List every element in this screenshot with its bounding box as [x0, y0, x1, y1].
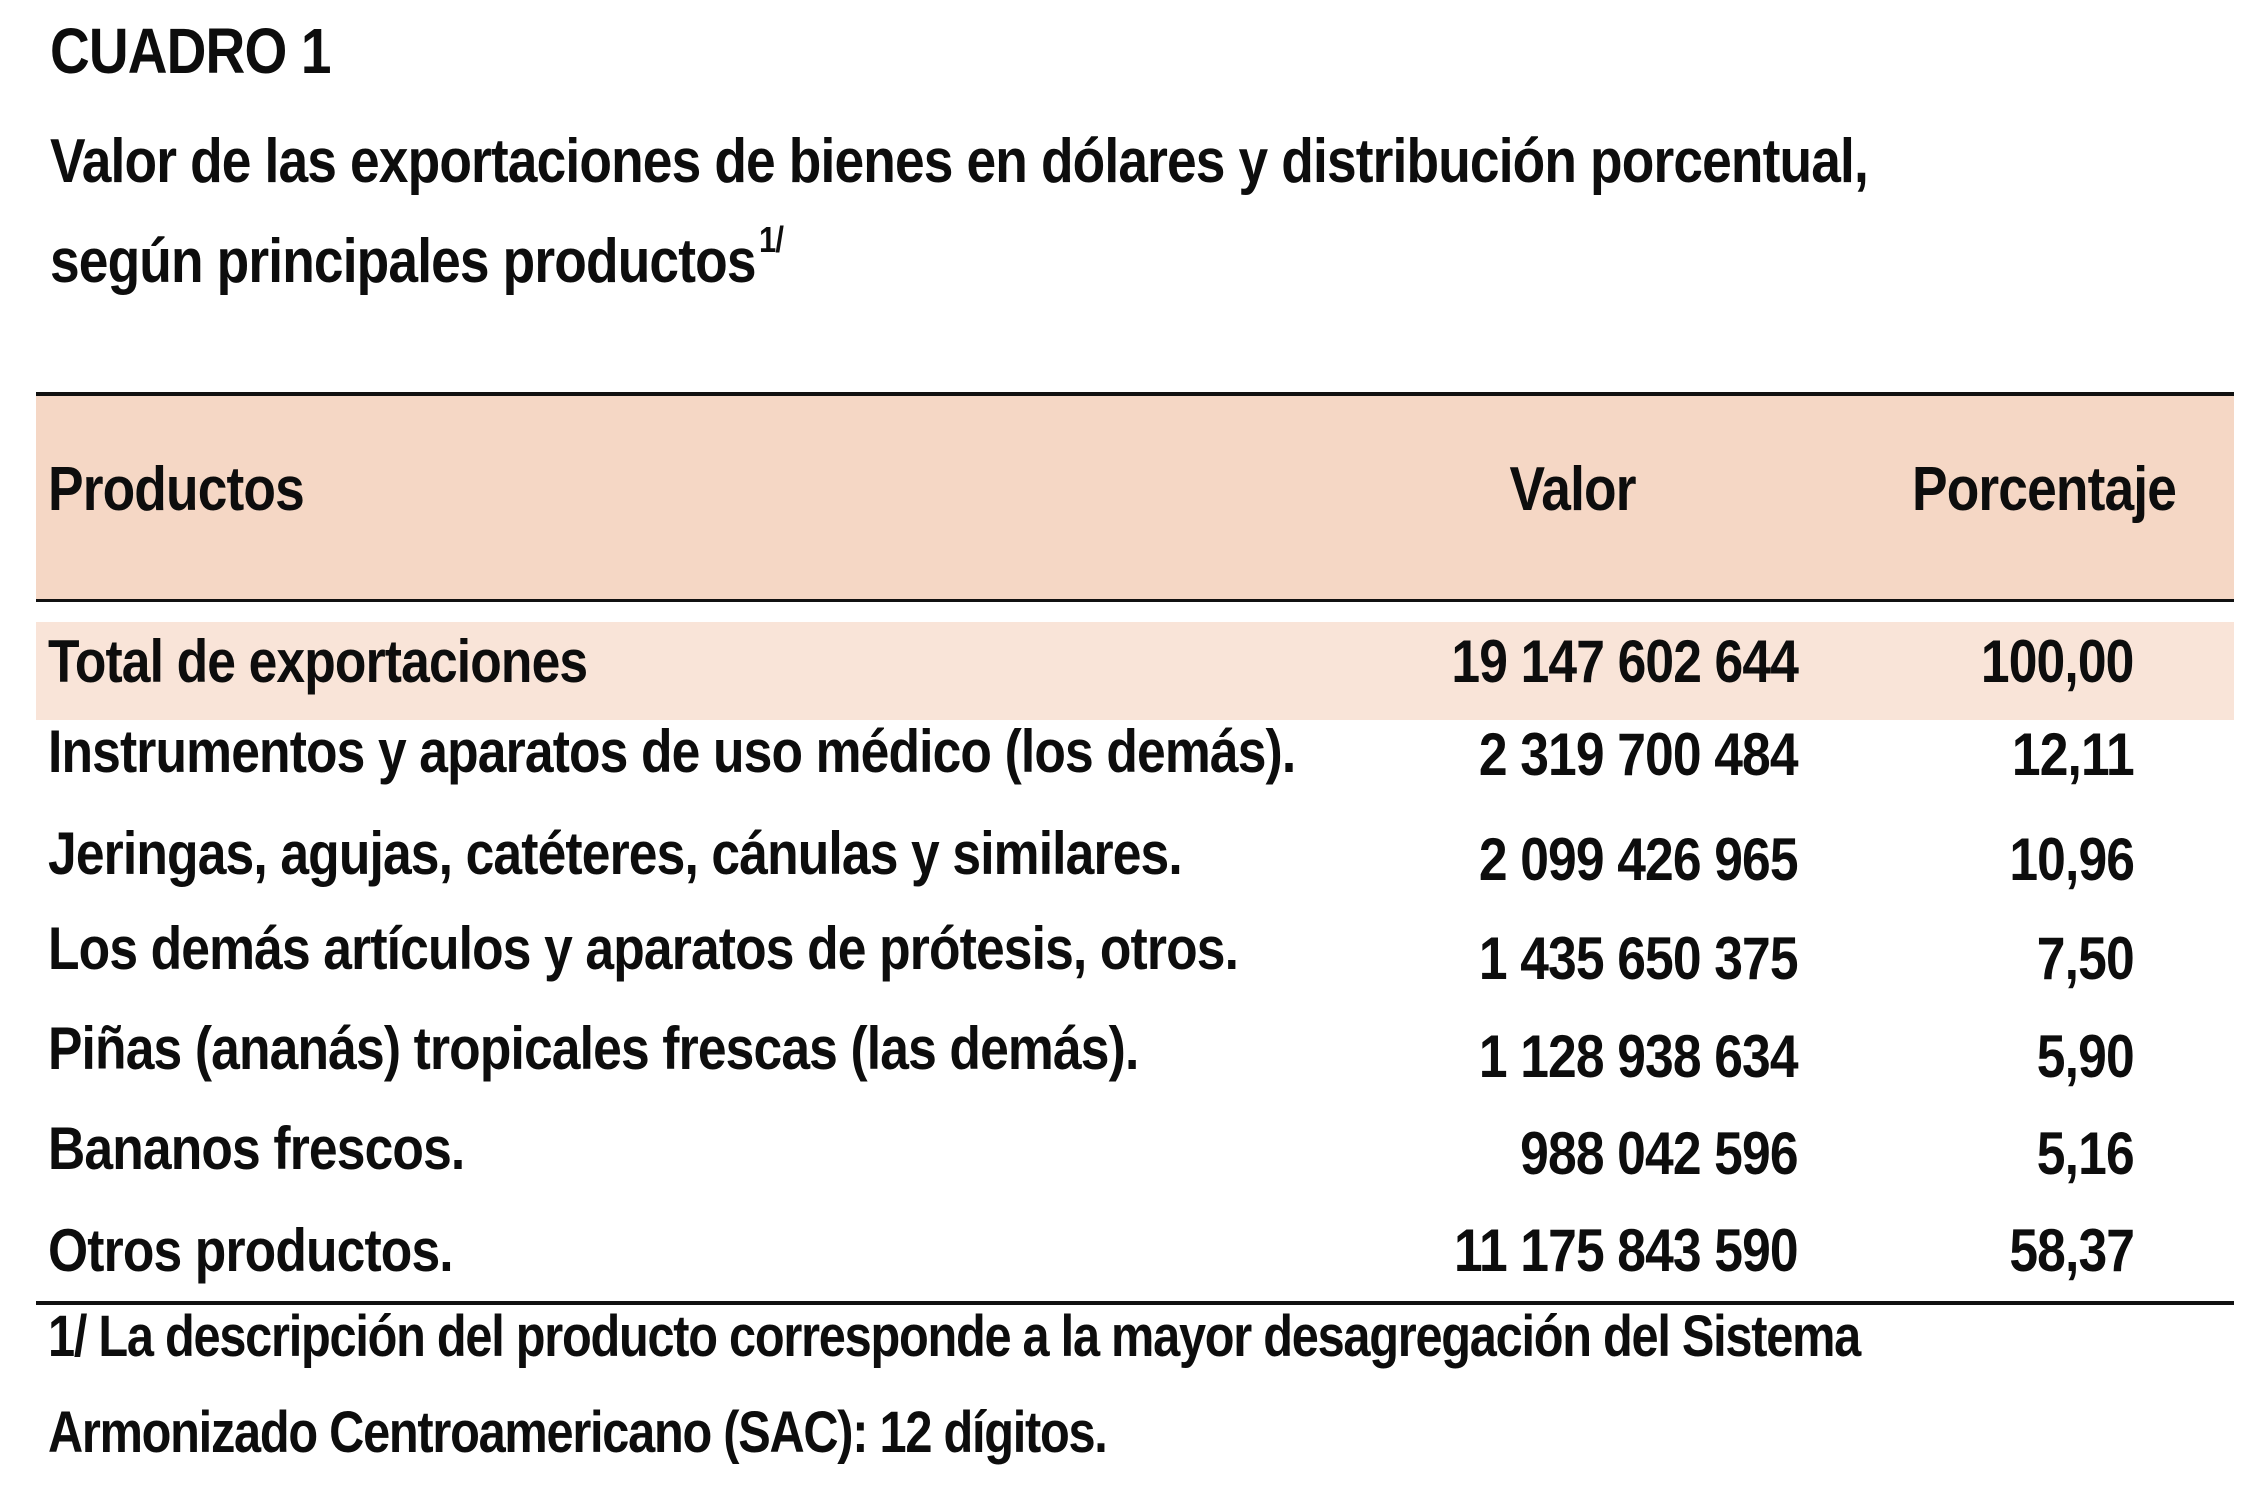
row-value: 2 099 426 965: [1479, 826, 1799, 893]
table-title-line-2-text: según principales productos: [50, 227, 756, 296]
row-percent: 58,37: [2009, 1217, 2135, 1284]
row-percent: 12,11: [2012, 721, 2135, 788]
row-value: 988 042 596: [1520, 1120, 1799, 1187]
header-products: Productos: [48, 455, 305, 524]
header-percent: Porcentaje: [1911, 455, 2177, 524]
row-product: Instrumentos y aparatos de uso médico (l…: [48, 718, 1296, 785]
row-product: Otros productos.: [48, 1217, 454, 1284]
total-row-band: [36, 622, 2234, 720]
total-row-percent: 100,00: [1981, 628, 2135, 695]
row-value: 1 435 650 375: [1479, 925, 1799, 992]
header-value: Valor: [1509, 455, 1637, 524]
header-rule: [36, 599, 2234, 602]
total-row-value: 19 147 602 644: [1451, 628, 1799, 695]
row-percent: 5,90: [2037, 1023, 2135, 1090]
row-percent: 5,16: [2037, 1120, 2135, 1187]
row-product: Bananos frescos.: [48, 1115, 465, 1182]
row-product: Jeringas, agujas, catéteres, cánulas y s…: [48, 820, 1183, 887]
total-row-product: Total de exportaciones: [48, 628, 588, 695]
table-title: Valor de las exportaciones de bienes en …: [50, 112, 1869, 312]
bottom-rule: [36, 1301, 2234, 1305]
table-title-line-2: según principales productos1/: [50, 212, 1868, 312]
header-band: [36, 394, 2234, 600]
row-product: Los demás artículos y aparatos de prótes…: [48, 915, 1239, 982]
row-value: 11 175 843 590: [1454, 1217, 1799, 1284]
footnote-line-2: Armonizado Centroamericano (SAC): 12 díg…: [48, 1400, 1108, 1465]
footnote-line-1: 1/ La descripción del producto correspon…: [48, 1304, 1861, 1369]
row-value: 1 128 938 634: [1479, 1023, 1799, 1090]
table-number: CUADRO 1: [50, 15, 331, 87]
table-title-line-1: Valor de las exportaciones de bienes en …: [50, 127, 1869, 196]
row-percent: 10,96: [2009, 826, 2135, 893]
row-percent: 7,50: [2037, 925, 2135, 992]
footnote-marker: 1/: [759, 219, 784, 260]
row-product: Piñas (ananás) tropicales frescas (las d…: [48, 1015, 1139, 1082]
row-value: 2 319 700 484: [1479, 721, 1799, 788]
top-rule: [36, 392, 2234, 396]
